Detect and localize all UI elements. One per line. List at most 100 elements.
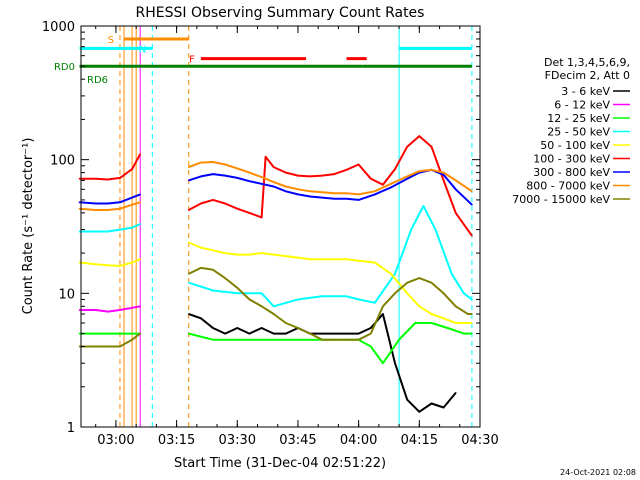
series-point-2 bbox=[236, 338, 239, 341]
series-point-5 bbox=[333, 173, 336, 175]
series-point-6 bbox=[260, 182, 263, 185]
series-point-0 bbox=[200, 317, 202, 320]
series-point-8 bbox=[321, 338, 324, 341]
series-point-5 bbox=[212, 199, 214, 201]
x-tick-label: 03:00 bbox=[97, 433, 134, 448]
series-point-6 bbox=[333, 197, 336, 200]
series-point-5 bbox=[78, 177, 81, 180]
series-point-5 bbox=[357, 163, 360, 166]
series-point-7 bbox=[471, 190, 473, 193]
series-point-8 bbox=[394, 292, 396, 295]
series-point-5 bbox=[406, 145, 408, 148]
series-point-2 bbox=[309, 338, 311, 341]
plot-frame bbox=[80, 25, 481, 428]
series-point-5 bbox=[285, 171, 287, 174]
series-point-4 bbox=[418, 305, 421, 308]
series-point-0 bbox=[224, 332, 226, 335]
series-point-7 bbox=[78, 207, 81, 210]
series-point-8 bbox=[107, 345, 109, 348]
series-point-7 bbox=[260, 176, 263, 178]
legend-entry-label: 800 - 7000 keV bbox=[526, 180, 610, 193]
series-point-7 bbox=[345, 192, 348, 195]
legend-header-line: FDecim 2, Att 0 bbox=[545, 69, 630, 82]
series-point-3 bbox=[450, 273, 453, 275]
series-point-3 bbox=[212, 289, 214, 292]
series-point-2 bbox=[107, 332, 109, 335]
series-point-8 bbox=[369, 332, 372, 335]
series-point-7 bbox=[321, 191, 324, 194]
series-point-2 bbox=[78, 332, 81, 335]
series-line-3 bbox=[79, 223, 141, 233]
series-point-8 bbox=[248, 298, 251, 301]
series-point-0 bbox=[442, 406, 445, 409]
series-point-5 bbox=[272, 166, 275, 168]
series-point-3 bbox=[94, 230, 97, 233]
footer-timestamp: 24-Oct-2021 02:08 bbox=[560, 468, 636, 477]
series-point-0 bbox=[272, 332, 275, 335]
series-point-6 bbox=[345, 197, 348, 200]
series-point-5 bbox=[200, 202, 202, 205]
series-point-7 bbox=[454, 179, 457, 182]
series-point-7 bbox=[406, 175, 408, 178]
series-point-4 bbox=[187, 241, 190, 244]
series-point-8 bbox=[236, 287, 239, 289]
series-point-3 bbox=[374, 301, 376, 304]
series-point-8 bbox=[333, 338, 336, 341]
series-point-4 bbox=[272, 253, 275, 256]
series-point-4 bbox=[78, 261, 81, 264]
series-point-8 bbox=[345, 338, 348, 341]
axis-ticks bbox=[81, 25, 481, 428]
series-point-2 bbox=[119, 332, 121, 335]
series-point-0 bbox=[382, 313, 384, 315]
series-point-6 bbox=[442, 174, 445, 176]
series-point-1 bbox=[78, 309, 81, 311]
series-point-4 bbox=[430, 313, 433, 315]
series-line-2 bbox=[188, 322, 472, 365]
series-point-8 bbox=[382, 305, 384, 308]
series-point-5 bbox=[442, 179, 445, 182]
series-point-5 bbox=[94, 177, 97, 180]
state-label-n: N bbox=[139, 44, 146, 55]
series-point-3 bbox=[357, 298, 360, 301]
series-point-7 bbox=[248, 171, 251, 174]
series-point-7 bbox=[187, 166, 190, 168]
series-point-5 bbox=[107, 178, 109, 181]
series-point-0 bbox=[212, 327, 214, 329]
series-point-4 bbox=[442, 317, 445, 320]
plot-area bbox=[78, 25, 481, 428]
y-tick-label: 1 bbox=[67, 421, 75, 436]
series-point-2 bbox=[471, 332, 473, 335]
legend-entry-label: 25 - 50 keV bbox=[547, 126, 610, 139]
series-lines bbox=[78, 135, 473, 413]
series-point-7 bbox=[94, 209, 97, 211]
series-point-4 bbox=[94, 263, 97, 266]
series-point-1 bbox=[107, 310, 109, 313]
series-point-1 bbox=[94, 309, 97, 311]
series-point-7 bbox=[309, 190, 311, 193]
y-tick-label: 10 bbox=[58, 287, 75, 302]
series-point-4 bbox=[406, 292, 408, 295]
series-point-3 bbox=[345, 295, 348, 298]
series-point-5 bbox=[297, 174, 299, 177]
series-point-8 bbox=[200, 267, 202, 269]
y-tick-label: 100 bbox=[50, 154, 75, 169]
series-point-4 bbox=[285, 255, 287, 257]
series-point-4 bbox=[212, 249, 214, 252]
series-point-3 bbox=[119, 228, 121, 231]
series-point-7 bbox=[430, 168, 433, 171]
series-point-4 bbox=[309, 258, 311, 261]
series-point-2 bbox=[285, 338, 287, 341]
series-point-8 bbox=[260, 305, 263, 308]
series-point-3 bbox=[471, 298, 473, 301]
series-point-5 bbox=[471, 234, 473, 237]
series-point-7 bbox=[297, 188, 299, 191]
state-label-rd0: RD0 bbox=[54, 62, 75, 73]
series-point-4 bbox=[200, 246, 202, 249]
series-point-3 bbox=[394, 273, 396, 275]
series-point-4 bbox=[107, 264, 109, 267]
series-point-4 bbox=[357, 260, 360, 262]
series-point-4 bbox=[345, 258, 348, 261]
series-point-3 bbox=[434, 228, 437, 231]
series-point-8 bbox=[418, 277, 421, 279]
series-point-4 bbox=[236, 253, 239, 256]
